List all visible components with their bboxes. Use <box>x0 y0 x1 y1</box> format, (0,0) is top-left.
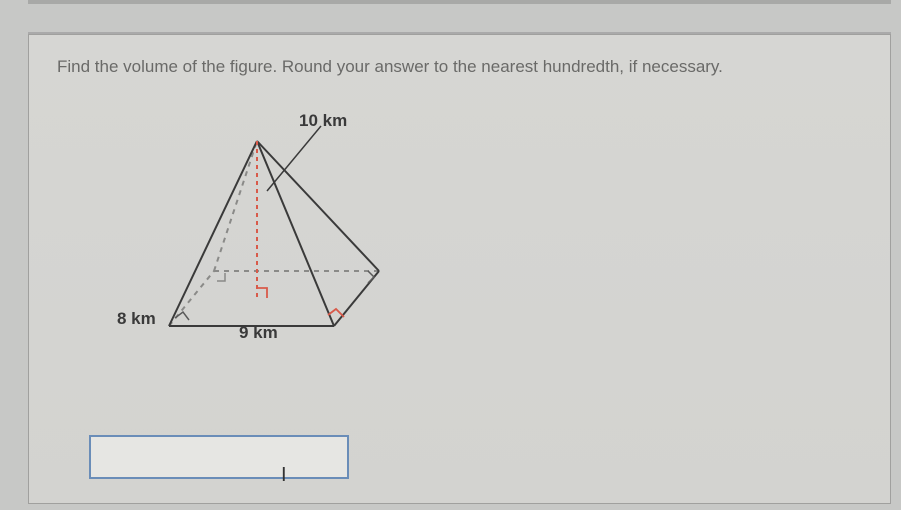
problem-card: Find the volume of the figure. Round you… <box>28 34 891 504</box>
answer-input[interactable] <box>91 437 347 477</box>
answer-box <box>89 435 349 479</box>
pyramid-figure: 10 km 8 km 9 km <box>89 111 429 361</box>
top-border <box>28 0 891 4</box>
dim-base-depth: 8 km <box>117 309 156 329</box>
text-cursor-icon: I <box>281 464 287 487</box>
dim-slant-height: 10 km <box>299 111 347 131</box>
dim-base-width: 9 km <box>239 323 278 343</box>
problem-prompt: Find the volume of the figure. Round you… <box>57 57 862 77</box>
